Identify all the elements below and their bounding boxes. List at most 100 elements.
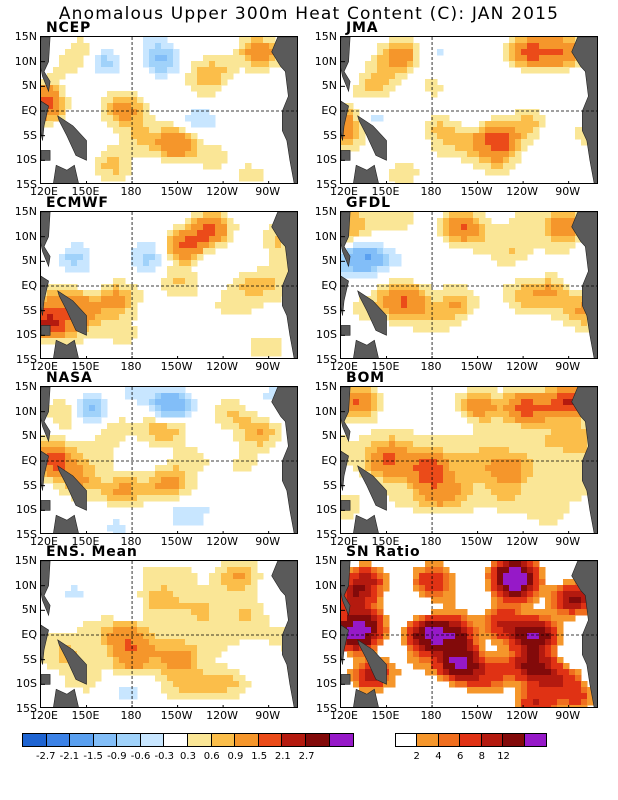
field-cell bbox=[395, 212, 402, 219]
field-cell bbox=[485, 627, 492, 634]
field-cell bbox=[509, 465, 516, 472]
field-cell bbox=[557, 483, 564, 490]
field-cell bbox=[527, 248, 534, 255]
field-cell bbox=[59, 459, 66, 466]
field-cell bbox=[227, 693, 234, 700]
field-cell bbox=[95, 302, 102, 309]
field-cell bbox=[401, 61, 408, 68]
field-cell bbox=[41, 435, 48, 442]
field-cell bbox=[173, 151, 180, 158]
field-cell bbox=[95, 459, 102, 466]
field-cell bbox=[119, 531, 126, 533]
field-cell bbox=[401, 627, 408, 634]
field-cell bbox=[251, 296, 258, 303]
field-cell bbox=[107, 453, 114, 460]
field-cell bbox=[491, 417, 498, 424]
field-cell bbox=[503, 477, 510, 484]
field-cell bbox=[149, 663, 156, 670]
field-cell bbox=[209, 248, 216, 255]
field-cell bbox=[545, 627, 552, 634]
field-cell bbox=[107, 423, 114, 430]
colorbar-swatch bbox=[503, 734, 525, 746]
field-cell bbox=[209, 157, 216, 164]
field-cell bbox=[503, 507, 510, 514]
field-cell bbox=[155, 55, 162, 62]
field-cell bbox=[179, 224, 186, 231]
field-cell bbox=[557, 314, 564, 321]
field-cell bbox=[209, 621, 216, 628]
x-tick-label: 150W bbox=[460, 360, 493, 373]
field-cell bbox=[359, 615, 366, 622]
field-cell bbox=[497, 567, 504, 574]
field-cell bbox=[533, 489, 540, 496]
field-cell bbox=[407, 278, 414, 285]
field-cell bbox=[59, 302, 66, 309]
field-cell bbox=[485, 242, 492, 249]
field-cell bbox=[575, 453, 582, 460]
x-tick-label: 150E bbox=[71, 535, 100, 548]
field-cell bbox=[227, 573, 234, 580]
field-cell bbox=[53, 417, 60, 424]
field-cell bbox=[443, 236, 450, 243]
field-cell bbox=[557, 284, 564, 291]
field-cell bbox=[419, 639, 426, 646]
field-cell bbox=[239, 453, 246, 460]
field-cell bbox=[143, 579, 150, 586]
field-cell bbox=[515, 645, 522, 652]
field-cell bbox=[497, 687, 504, 694]
field-cell bbox=[557, 453, 564, 460]
field-cell bbox=[101, 429, 108, 436]
field-cell bbox=[161, 145, 168, 152]
field-cell bbox=[383, 429, 390, 436]
field-cell bbox=[371, 681, 378, 688]
field-cell bbox=[473, 387, 480, 394]
field-cell bbox=[491, 387, 498, 394]
field-cell bbox=[563, 663, 570, 670]
field-cell bbox=[203, 224, 210, 231]
field-cell bbox=[497, 139, 504, 146]
field-cell bbox=[497, 471, 504, 478]
field-cell bbox=[95, 495, 102, 502]
x-tick-label: 180 bbox=[420, 185, 442, 198]
field-cell bbox=[119, 121, 126, 128]
field-cell bbox=[515, 157, 522, 164]
field-cell bbox=[497, 459, 504, 466]
field-cell bbox=[167, 471, 174, 478]
field-cell bbox=[191, 109, 198, 116]
field-cell bbox=[521, 393, 528, 400]
field-cell bbox=[155, 67, 162, 74]
field-cell bbox=[161, 597, 168, 604]
field-cell bbox=[77, 405, 84, 412]
field-cell bbox=[71, 681, 78, 688]
field-cell bbox=[119, 651, 126, 658]
field-cell bbox=[371, 639, 378, 646]
field-cell bbox=[185, 591, 192, 598]
field-cell bbox=[137, 393, 144, 400]
field-cell bbox=[77, 399, 84, 406]
field-cell bbox=[371, 579, 378, 586]
field-cell bbox=[185, 675, 192, 682]
colorbar-swatch bbox=[211, 734, 236, 746]
field-cell bbox=[101, 169, 108, 176]
field-cell bbox=[65, 489, 72, 496]
field-cell bbox=[113, 621, 120, 628]
field-cell bbox=[191, 284, 198, 291]
land-mass bbox=[53, 339, 79, 358]
field-cell bbox=[509, 290, 516, 297]
field-cell bbox=[161, 278, 168, 285]
field-cell bbox=[575, 296, 582, 303]
field-cell bbox=[503, 459, 510, 466]
field-cell bbox=[185, 151, 192, 158]
field-cell bbox=[95, 669, 102, 676]
field-cell bbox=[467, 387, 474, 394]
field-cell bbox=[167, 139, 174, 146]
field-cell bbox=[371, 627, 378, 634]
field-cell bbox=[149, 399, 156, 406]
field-cell bbox=[161, 621, 168, 628]
field-cell bbox=[185, 272, 192, 279]
field-cell bbox=[515, 465, 522, 472]
field-cell bbox=[221, 61, 228, 68]
field-cell bbox=[527, 423, 534, 430]
field-cell bbox=[419, 573, 426, 580]
field-cell bbox=[137, 290, 144, 297]
